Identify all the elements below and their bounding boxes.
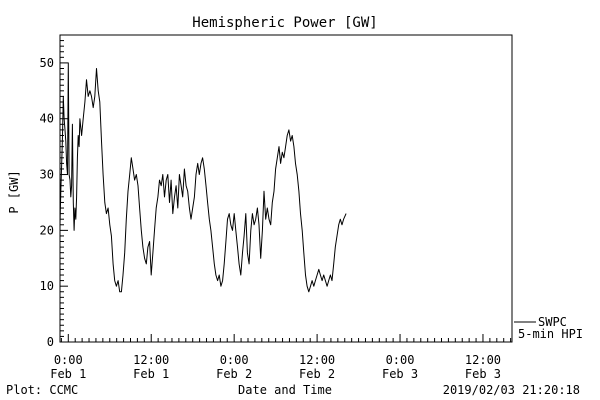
- y-tick-label: 0: [47, 335, 54, 349]
- x-tick-label-time: 0:00: [386, 353, 415, 367]
- y-axis-label: P [GW]: [7, 170, 21, 213]
- y-tick-label: 20: [40, 223, 54, 237]
- x-tick-label-date: Feb 1: [50, 367, 86, 381]
- x-tick-label-time: 12:00: [299, 353, 335, 367]
- x-axis-label: Date and Time: [238, 383, 332, 397]
- x-tick-label-time: 12:00: [465, 353, 501, 367]
- legend: SWPC 5-min HPI: [514, 315, 583, 341]
- chart-title: Hemispheric Power [GW]: [192, 15, 377, 31]
- x-tick-label-date: Feb 3: [465, 367, 501, 381]
- footer-left: Plot: CCMC: [6, 383, 78, 397]
- x-tick-label-time: 0:00: [220, 353, 249, 367]
- series-layer: [59, 62, 347, 293]
- y-tick-label: 40: [40, 112, 54, 126]
- x-tick-label-time: 12:00: [133, 353, 169, 367]
- y-axis-ticks: 0 10 20 30 40 50: [40, 34, 68, 349]
- y-tick-label: 10: [40, 279, 54, 293]
- x-tick-label-date: Feb 2: [299, 367, 335, 381]
- x-tick-label-date: Feb 3: [382, 367, 418, 381]
- legend-label-hpi: 5-min HPI: [518, 327, 583, 341]
- x-tick-label-date: Feb 1: [133, 367, 169, 381]
- x-tick-label-date: Feb 2: [216, 367, 252, 381]
- y-tick-label: 30: [40, 168, 54, 182]
- y-tick-label: 50: [40, 56, 54, 70]
- footer-right: 2019/02/03 21:20:18: [443, 383, 580, 397]
- plot-area-frame: [59, 34, 513, 343]
- legend-label-swpc: SWPC: [538, 315, 567, 329]
- series-line-swpc: [59, 62, 347, 293]
- x-tick-label-time: 0:00: [54, 353, 83, 367]
